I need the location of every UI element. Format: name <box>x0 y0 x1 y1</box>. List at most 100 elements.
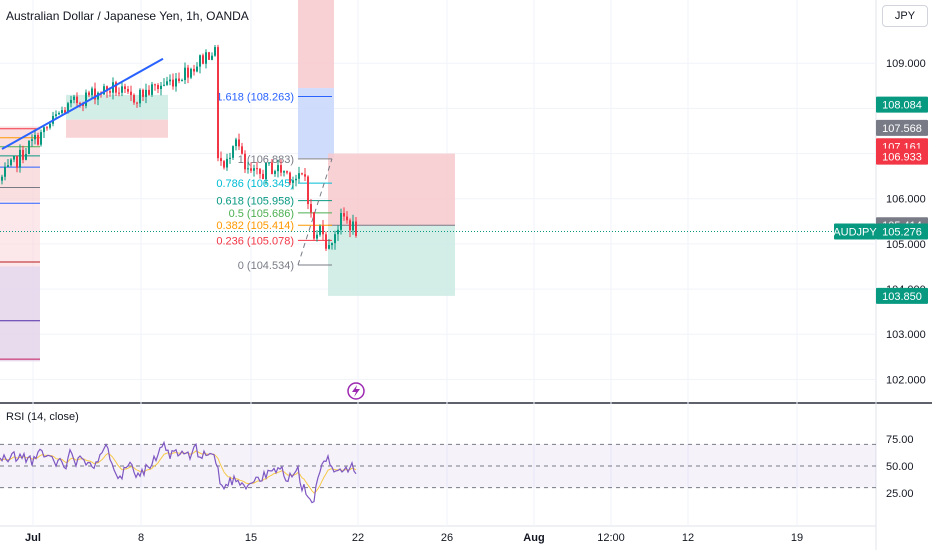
long-position-profit-zone <box>66 94 168 120</box>
candle-body <box>133 95 135 103</box>
fib-level-label: 0.618 (105.958) <box>216 196 294 208</box>
symbol-tag-label: AUDJPY <box>833 226 877 238</box>
candle-body <box>295 178 297 181</box>
candle-body <box>217 47 219 159</box>
candle-body <box>1 176 3 181</box>
candle-body <box>331 243 333 246</box>
candle-body <box>55 114 57 116</box>
candle-body <box>85 92 87 106</box>
candle-body <box>193 68 195 72</box>
candle-body <box>349 220 351 231</box>
candle-body <box>205 52 207 64</box>
candle-body <box>199 55 201 67</box>
price-badge <box>876 148 928 165</box>
fib-level-label: 0.236 (105.078) <box>216 235 294 247</box>
currency-button[interactable]: JPY <box>882 5 928 27</box>
candle-body <box>178 78 180 82</box>
rsi-tick-label: 25.00 <box>886 488 914 500</box>
zone <box>298 0 334 89</box>
fib-level-label: 1 (106.883) <box>238 154 294 166</box>
candle-body <box>73 96 75 100</box>
x-tick-label: 15 <box>245 532 257 544</box>
x-tick-label: Jul <box>25 532 41 544</box>
candle-body <box>40 132 42 145</box>
x-tick-label: 22 <box>352 532 364 544</box>
candle-body <box>130 91 132 96</box>
rsi-title: RSI (14, close) <box>6 411 79 423</box>
fib-level-label: 0.382 (105.414) <box>216 220 294 232</box>
candle-body <box>172 79 174 87</box>
candle-body <box>226 158 228 168</box>
candle-body <box>151 84 153 95</box>
price-tick-label: 106.000 <box>886 194 926 206</box>
candle-body <box>259 168 261 174</box>
rsi-pane: 75.00 50.00 25.00 <box>0 434 914 504</box>
candle-body <box>13 156 15 160</box>
fib-level-label: 0.786 (106.345) <box>216 178 294 190</box>
candle-body <box>355 221 357 236</box>
candle-body <box>304 174 306 177</box>
price-badge-label: 103.850 <box>882 291 922 303</box>
candle-body <box>229 157 231 159</box>
candle-body <box>58 112 60 115</box>
candle-body <box>190 68 192 78</box>
price-badge-label: 108.084 <box>882 100 922 112</box>
candle-body <box>346 216 348 221</box>
candle-body <box>37 135 39 145</box>
candle-body <box>109 91 111 93</box>
price-badge <box>876 287 928 304</box>
candle-body <box>160 85 162 90</box>
x-tick-label: 12 <box>682 532 694 544</box>
candle-body <box>244 153 246 170</box>
candle-body <box>10 159 12 166</box>
short-position-stop-zone <box>328 153 455 226</box>
candle-body <box>313 212 315 239</box>
candle-body <box>316 234 318 239</box>
candle-body <box>61 110 63 113</box>
candle-body <box>280 165 282 173</box>
rsi-tick-label: 50.00 <box>886 461 914 473</box>
candle-body <box>286 171 288 173</box>
candle-body <box>139 89 141 104</box>
candle-body <box>319 225 321 235</box>
x-tick-label: 26 <box>441 532 453 544</box>
fibonacci-drawing: 1.618 (108.263) 1 (106.883) 0.786 (106.345… <box>216 92 333 272</box>
candle-body <box>91 88 93 96</box>
candle-body <box>115 82 117 93</box>
candle-body <box>34 135 36 140</box>
candle-body <box>82 103 84 106</box>
candle-body <box>292 180 294 183</box>
candle-series <box>1 44 357 252</box>
candle-body <box>250 168 252 171</box>
candle-body <box>307 176 309 205</box>
candle-body <box>301 173 303 175</box>
candle-body <box>277 165 279 172</box>
candle-body <box>145 89 147 97</box>
candle-body <box>223 161 225 168</box>
candle-body <box>328 245 330 249</box>
candle-body <box>70 99 72 104</box>
candle-body <box>220 158 222 162</box>
rsi-line <box>0 440 357 504</box>
candle-body <box>25 154 27 160</box>
candle-body <box>154 84 156 86</box>
candle-body <box>76 96 78 104</box>
candle-body <box>7 165 9 167</box>
x-tick-label: Aug <box>523 532 544 544</box>
candle-body <box>253 168 255 171</box>
candle-body <box>322 225 324 235</box>
candle-body <box>148 89 150 95</box>
long-position-stop-zone <box>66 119 168 138</box>
fib-trend-line <box>297 158 333 266</box>
candle-body <box>43 127 45 133</box>
price-badge-label: 107.568 <box>882 123 922 135</box>
candle-body <box>22 149 24 160</box>
candle-body <box>79 103 81 105</box>
price-tick-label: 103.000 <box>886 329 926 341</box>
candle-body <box>103 86 105 95</box>
candle-body <box>157 85 159 90</box>
candle-body <box>274 171 276 174</box>
candle-body <box>67 103 69 113</box>
rsi-tick-label: 75.00 <box>886 434 914 446</box>
